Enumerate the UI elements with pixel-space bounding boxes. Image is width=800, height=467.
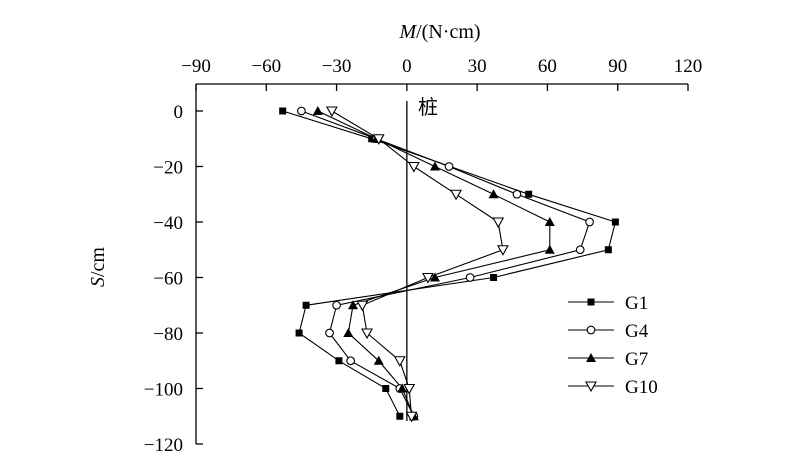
y-tick-label: −60 xyxy=(153,269,183,290)
data-point-g10 xyxy=(361,328,373,340)
data-point-g10 xyxy=(325,106,338,118)
data-point-g1 xyxy=(525,190,533,198)
data-point-g7 xyxy=(429,161,440,171)
series-line-g1 xyxy=(282,110,617,417)
data-point-g10 xyxy=(496,245,509,256)
y-axis-title-unit: /cm xyxy=(87,247,109,277)
data-point-g7 xyxy=(429,272,440,282)
legend-marker-g10 xyxy=(585,381,597,393)
series-line-g10 xyxy=(331,110,504,417)
data-point-g4 xyxy=(585,217,594,227)
x-axis-title: M/(N·cm) xyxy=(398,21,480,43)
x-tick-label: −30 xyxy=(322,56,352,77)
x-axis-title-unit: /(N·cm) xyxy=(416,21,480,43)
x-tick-label: 120 xyxy=(674,56,703,77)
data-point-g10 xyxy=(393,356,406,367)
series-line-g4 xyxy=(301,110,591,417)
data-point-g1 xyxy=(279,107,287,115)
x-tick-label: −90 xyxy=(181,56,211,77)
legend-label-g4: G4 xyxy=(625,321,649,342)
series-line-g7 xyxy=(317,110,551,417)
legend-marker-g4 xyxy=(586,325,596,335)
data-point-g10 xyxy=(403,383,416,395)
data-point-g1 xyxy=(490,274,498,281)
legend-label-g7: G7 xyxy=(625,349,648,370)
y-tick-label: −20 xyxy=(153,158,183,179)
data-point-g10 xyxy=(422,272,434,284)
y-axis-title: S/cm xyxy=(87,247,109,287)
legend: G1 G4 G7 G10 xyxy=(568,293,658,398)
data-point-g7 xyxy=(347,300,358,310)
y-tick-label: −80 xyxy=(153,324,183,345)
data-point-g4 xyxy=(444,162,454,171)
data-point-g1 xyxy=(396,412,404,420)
data-point-g10 xyxy=(407,161,420,173)
x-axis-title-symbol: M xyxy=(398,21,417,43)
data-point-g1 xyxy=(335,357,343,365)
data-point-g1 xyxy=(382,385,390,392)
y-tick-label: −40 xyxy=(153,213,183,234)
y-axis-title-symbol: S xyxy=(87,277,109,287)
data-point-g4 xyxy=(575,245,585,255)
data-point-g4 xyxy=(332,300,341,310)
y-tick-label: −100 xyxy=(144,380,183,401)
x-tick-label: 0 xyxy=(402,56,412,77)
data-point-g7 xyxy=(488,189,499,199)
x-tick-label: 90 xyxy=(608,56,627,77)
x-tick-label: 60 xyxy=(538,56,557,77)
legend-marker-g7 xyxy=(586,353,596,362)
data-point-g4 xyxy=(297,106,306,116)
data-point-g10 xyxy=(356,300,369,312)
data-point-g4 xyxy=(346,356,355,366)
data-point-g7 xyxy=(312,106,323,115)
data-point-g4 xyxy=(465,273,475,282)
y-tick-label: −120 xyxy=(144,435,183,456)
data-point-g10 xyxy=(372,134,385,145)
data-point-g1 xyxy=(302,301,310,309)
legend-marker-g1 xyxy=(587,298,595,306)
data-point-g7 xyxy=(373,355,384,365)
data-point-g7 xyxy=(343,328,354,337)
data-point-g10 xyxy=(405,411,418,423)
data-point-g1 xyxy=(611,218,619,226)
data-point-g4 xyxy=(512,189,522,199)
data-point-g1 xyxy=(295,329,303,337)
legend-label-g1: G1 xyxy=(625,293,648,314)
legend-label-g10: G10 xyxy=(625,377,658,398)
y-tick-label: 0 xyxy=(174,102,184,123)
x-tick-label: −60 xyxy=(251,56,281,77)
plot-area: −90 −60 −30 0 30 60 90 120 0 −20 −40 −60 −80 −100 −120 xyxy=(144,56,702,456)
data-point-g1 xyxy=(368,135,376,143)
pile-annotation: 桩 xyxy=(418,95,438,119)
data-point-g1 xyxy=(604,246,612,254)
data-point-g7 xyxy=(544,244,555,254)
data-point-g10 xyxy=(450,189,462,201)
data-point-g7 xyxy=(397,383,408,393)
data-point-g4 xyxy=(325,328,334,338)
x-tick-label: 30 xyxy=(468,56,487,77)
data-point-g7 xyxy=(544,217,555,226)
data-point-g10 xyxy=(492,217,505,229)
